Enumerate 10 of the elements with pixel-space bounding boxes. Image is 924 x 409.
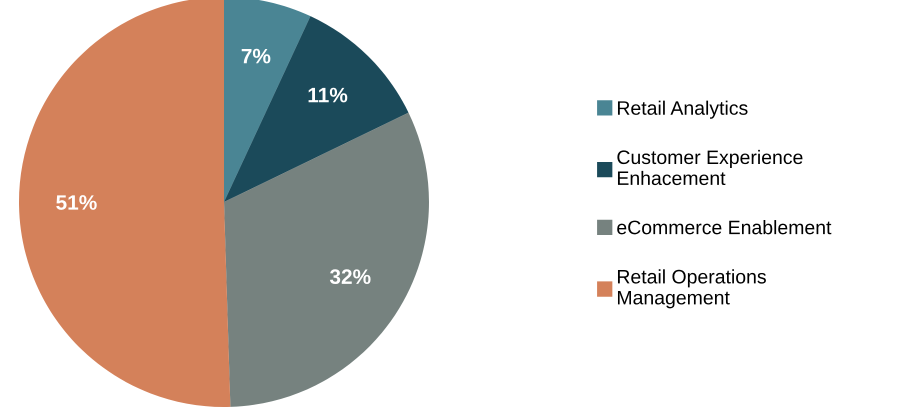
legend-label: eCommerce Enablement	[617, 220, 832, 234]
pie-slice	[224, 112, 429, 407]
pie-slice	[224, 16, 408, 202]
data-label: 11%	[308, 88, 348, 102]
legend-label: Retail Operations Management	[618, 269, 766, 308]
data-label: 7%	[242, 48, 270, 64]
data-label: 32%	[330, 269, 371, 284]
legend-label: Retail Analytics	[618, 100, 748, 119]
data-label: 51%	[56, 195, 97, 210]
legend-label: Customer Experience Enhacement	[617, 150, 802, 186]
